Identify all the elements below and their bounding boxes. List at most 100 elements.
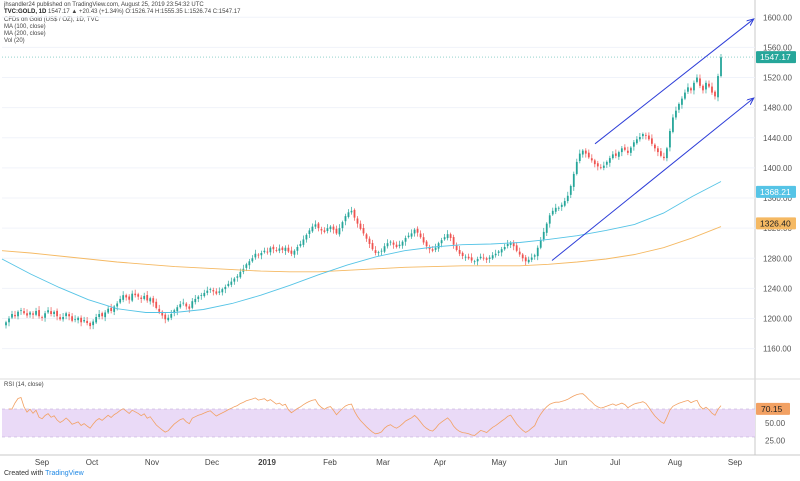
price-tick-label: 1480.00 (763, 104, 792, 113)
channel-upper-line (594, 20, 753, 145)
candle-body (458, 249, 461, 254)
candle-body (101, 313, 104, 317)
candle-body (152, 298, 155, 303)
candle-body (38, 310, 40, 317)
candle-body (359, 223, 362, 229)
price-tick-label: 1600.00 (763, 13, 792, 22)
candle-body (167, 317, 170, 321)
candle-body (518, 251, 521, 255)
candle-body (263, 250, 266, 253)
candle-body (98, 314, 101, 318)
candle-body (416, 228, 419, 233)
candle-body (407, 235, 410, 238)
candle-body (651, 138, 653, 144)
candle-body (702, 85, 704, 91)
time-tick-label: Jun (555, 458, 568, 467)
candle-body (341, 222, 344, 229)
legend-ma200[interactable]: MA (200, close) (4, 31, 46, 37)
candle-body (503, 246, 506, 250)
chart-author-line: jhsandler24 published on TradingView.com… (4, 2, 204, 8)
candle-body (608, 158, 611, 163)
legend-ma100[interactable]: MA (100, close) (4, 24, 46, 30)
candle-body (696, 77, 698, 82)
candle-body (506, 243, 509, 247)
candle-body (449, 234, 452, 238)
candle-body (35, 310, 37, 315)
candle-body (278, 248, 281, 251)
candle-body (374, 250, 377, 254)
candle-body (705, 82, 707, 90)
candle-body (104, 312, 107, 318)
candle-body (329, 226, 332, 230)
candle-body (221, 289, 224, 293)
candle-body (527, 259, 530, 263)
rsi-tick-label: 25.00 (765, 437, 786, 446)
time-tick-label: Oct (86, 458, 99, 467)
candle-body (176, 307, 179, 312)
candle-body (605, 161, 608, 165)
ma200-line (1, 226, 722, 273)
legend-volume[interactable]: Vol (20) (4, 38, 25, 44)
candle-body (293, 250, 296, 255)
candle-body (245, 264, 248, 268)
candle-body (647, 135, 650, 140)
candle-body (476, 259, 479, 262)
symbol-line: TVC:GOLD, 1D 1547.17 ▲ +20.43 (+1.34%) O… (4, 9, 240, 15)
candle-body (524, 257, 527, 262)
candle-body (122, 295, 125, 300)
time-tick-label: Apr (434, 458, 447, 467)
tradingview-logo-text[interactable]: TradingView (45, 470, 84, 477)
candle-body (467, 256, 470, 259)
candle-body (230, 281, 233, 285)
candle-body (654, 144, 656, 149)
price-label-box (756, 51, 796, 64)
candle-body (215, 291, 218, 294)
candle-body (134, 293, 137, 296)
time-tick-label: Jul (610, 458, 620, 467)
candle-body (578, 153, 581, 161)
candle-body (347, 212, 350, 218)
price-tick-label: 1240.00 (763, 284, 792, 293)
time-tick-label: Feb (323, 458, 337, 467)
candle-body (395, 244, 398, 247)
candle-body (164, 314, 167, 320)
candle-body (227, 283, 230, 286)
candle-body (500, 249, 503, 253)
candle-body (224, 286, 227, 290)
candle-body (497, 251, 500, 253)
candle-body (446, 234, 449, 239)
candle-body (392, 242, 395, 245)
candle-body (56, 310, 58, 317)
candle-body (308, 230, 311, 235)
candle-body (638, 137, 641, 140)
rsi-legend[interactable]: RSI (14, close) (4, 382, 44, 388)
candle-body (365, 234, 368, 239)
candle-body (296, 246, 299, 251)
price-label-ma200: 1326.40 (760, 218, 791, 228)
candle-body (8, 318, 10, 323)
candle-body (596, 163, 599, 167)
candle-body (335, 228, 338, 234)
candle-body (89, 323, 92, 327)
candle-body (173, 310, 176, 314)
candle-body (197, 296, 200, 299)
candle-body (464, 256, 467, 258)
candle-body (425, 241, 428, 247)
candle-body (620, 148, 623, 153)
candle-body (47, 310, 49, 313)
candle-body (251, 258, 254, 262)
symbol[interactable]: TVC:GOLD, 1D (4, 9, 47, 15)
candle-body (566, 195, 569, 202)
candle-body (140, 297, 143, 299)
price-change: 1547.17 ▲ +20.43 (+1.34%) (48, 9, 124, 15)
candle-body (212, 290, 215, 292)
candle-body (660, 151, 662, 156)
candle-body (551, 210, 554, 215)
candle-body (635, 139, 638, 144)
candle-body (182, 302, 185, 304)
candle-body (119, 298, 122, 303)
candle-body (599, 167, 602, 169)
candle-body (587, 152, 590, 158)
candle-body (684, 92, 686, 99)
